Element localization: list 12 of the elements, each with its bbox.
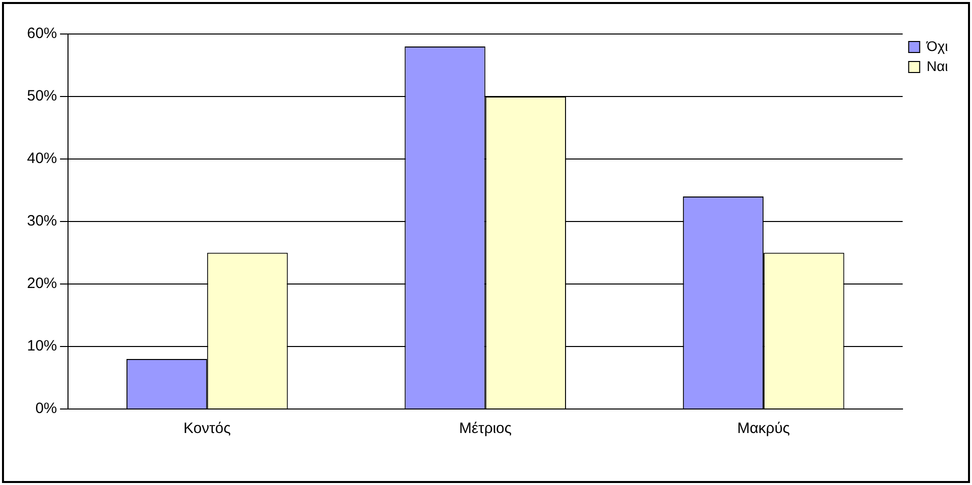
x-tick-label: Μακρύς <box>737 420 790 438</box>
y-tick-label: 50% <box>26 88 58 105</box>
y-tick-label: 20% <box>26 275 58 292</box>
y-tick-label: 40% <box>26 150 58 168</box>
y-tick-label: 60% <box>26 25 58 42</box>
x-tick-label: Κοντός <box>184 420 231 438</box>
y-tick-label: 10% <box>26 338 58 355</box>
x-tick-label: Μέτριος <box>459 420 512 438</box>
y-tick-label: 0% <box>35 400 58 418</box>
legend-label: Όχι <box>926 38 948 54</box>
legend-label: Ναι <box>926 58 948 74</box>
y-tick-label: 30% <box>26 212 58 230</box>
